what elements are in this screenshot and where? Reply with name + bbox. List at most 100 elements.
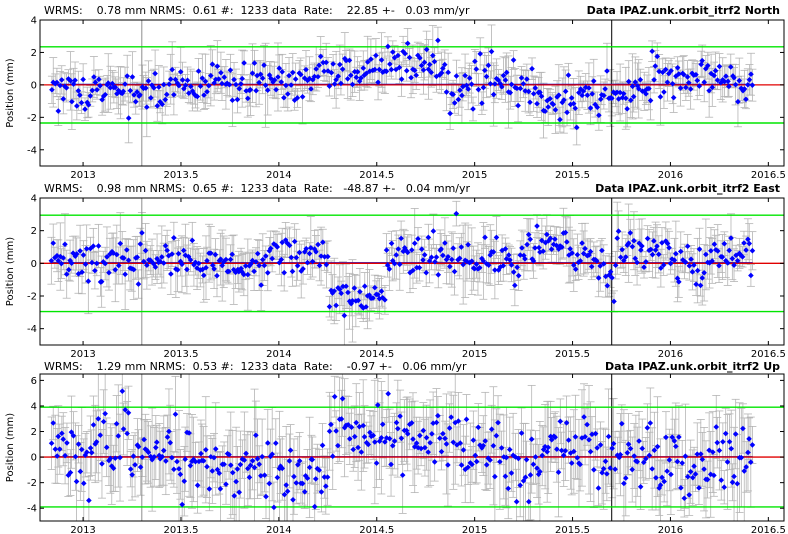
x-tick-label: 2015.5 (555, 170, 590, 181)
data-point (659, 69, 666, 76)
data-point (306, 250, 313, 257)
data-point (720, 438, 726, 445)
data-point (735, 98, 741, 105)
data-point (102, 260, 108, 267)
data-point (587, 448, 594, 455)
x-tick-label: 2013.5 (163, 525, 198, 534)
data-point (610, 440, 617, 447)
data-point (426, 258, 433, 264)
data-point (734, 480, 741, 487)
data-point (94, 86, 100, 93)
data-point (129, 265, 135, 272)
data-point (179, 261, 185, 268)
data-point (500, 262, 507, 269)
data-point (698, 451, 704, 457)
data-point (651, 447, 658, 454)
data-point (395, 246, 402, 252)
data-point (408, 247, 415, 253)
data-point (475, 86, 482, 93)
data-point (303, 245, 309, 252)
data-point (664, 79, 671, 86)
data-point (426, 61, 433, 68)
x-tick-label: 2013.5 (163, 349, 198, 360)
data-point (589, 431, 595, 438)
data-point (440, 252, 446, 259)
data-point (119, 388, 126, 394)
data-point (487, 252, 494, 258)
data-point (469, 461, 475, 468)
data-point (315, 241, 321, 248)
data-point (401, 245, 408, 251)
data-point (492, 267, 498, 273)
data-point (432, 259, 438, 265)
data-point (664, 240, 671, 247)
data-point (341, 312, 348, 319)
data-point (616, 454, 623, 461)
data-point (404, 249, 411, 256)
data-point (442, 240, 448, 246)
data-point (609, 445, 615, 452)
data-point (67, 469, 74, 476)
data-point (226, 451, 232, 458)
data-point (134, 89, 140, 95)
data-point (694, 267, 701, 274)
data-point (346, 436, 353, 442)
data-point (497, 458, 503, 465)
data-point (458, 462, 465, 468)
data-point (216, 470, 223, 476)
data-point (399, 472, 406, 478)
data-point (231, 493, 238, 499)
data-point (588, 263, 595, 270)
data-point (673, 250, 679, 257)
data-point (229, 97, 236, 104)
data-point (64, 440, 70, 446)
data-point (406, 54, 413, 61)
data-point (338, 80, 344, 87)
data-point (68, 429, 75, 435)
data-point (493, 75, 500, 82)
data-point (622, 254, 629, 260)
data-point (357, 288, 363, 295)
data-point (177, 69, 184, 75)
data-point (480, 258, 487, 264)
data-point (522, 474, 529, 481)
data-point (749, 247, 756, 254)
data-point (552, 434, 558, 440)
data-point (527, 99, 533, 106)
data-point (398, 235, 404, 242)
data-point (512, 282, 518, 289)
data-point (663, 434, 669, 441)
data-point (538, 93, 545, 100)
data-point (705, 62, 711, 69)
data-point (290, 496, 296, 503)
data-point (660, 262, 667, 268)
data-point (656, 485, 663, 491)
data-point (152, 444, 159, 451)
data-point (176, 82, 182, 89)
data-point (112, 455, 119, 462)
data-point (154, 255, 160, 262)
data-point (517, 252, 524, 258)
data-point (619, 246, 625, 253)
data-point (465, 464, 471, 471)
data-point (125, 410, 132, 416)
data-point (490, 249, 497, 255)
data-point (714, 77, 721, 83)
data-point (388, 461, 394, 468)
data-point (686, 263, 693, 269)
data-point (245, 465, 251, 472)
data-point (674, 458, 681, 465)
data-point (99, 460, 105, 467)
x-tick-label: 2016.5 (751, 349, 786, 360)
data-point (495, 267, 502, 273)
data-point (353, 419, 360, 426)
data-point (683, 84, 689, 91)
data-point (577, 258, 584, 264)
data-point (60, 436, 67, 443)
data-point (704, 476, 711, 483)
data-point (331, 393, 338, 400)
data-point (429, 52, 436, 59)
data-point (378, 288, 385, 295)
data-point (627, 97, 634, 103)
